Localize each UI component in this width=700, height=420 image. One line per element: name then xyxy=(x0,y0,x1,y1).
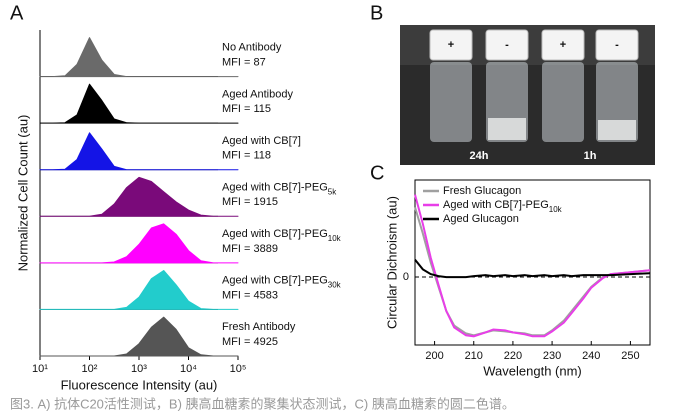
mfi-label: MFI = 87 xyxy=(222,57,266,69)
series-label: Aged with CB[7]-PEG30k xyxy=(222,274,342,289)
line xyxy=(414,258,651,279)
line xyxy=(414,194,651,338)
cap-label: - xyxy=(615,39,619,51)
mfi-label: MFI = 1915 xyxy=(222,196,278,208)
cap-label: - xyxy=(505,39,509,51)
series-label: Aged with CB[7]-PEG10k xyxy=(222,228,342,243)
mfi-label: MFI = 118 xyxy=(222,150,271,162)
series-label-text: Aged with CB[7]-PEG xyxy=(222,274,328,286)
mfi-label: MFI = 4925 xyxy=(222,336,278,348)
legend-label-text: Aged Glucagon xyxy=(443,213,519,225)
cap-label: + xyxy=(560,39,566,51)
y-tick-label: 0 xyxy=(403,271,409,283)
series-label: Fresh Antibody xyxy=(222,321,296,333)
series-label: Aged with CB[7]-PEG5k xyxy=(222,181,337,196)
histogram xyxy=(39,316,239,357)
legend-label: Aged Glucagon xyxy=(443,213,519,225)
caption: 图3. A) 抗体C20活性测试，B) 胰高血糖素的聚集状态测试，C) 胰高血糖… xyxy=(10,396,515,411)
series-label-text: No Antibody xyxy=(222,42,282,54)
x-axis-label: Fluorescence Intensity (au) xyxy=(61,377,218,392)
x-tick-label: 10³ xyxy=(131,363,147,375)
panel-letter: A xyxy=(10,2,24,24)
series-label-sub: 5k xyxy=(328,187,337,196)
x-tick-label: 220 xyxy=(504,350,522,362)
mfi-label: MFI = 3889 xyxy=(222,243,278,255)
x-tick-label: 250 xyxy=(621,350,639,362)
x-tick-label: 10² xyxy=(82,363,98,375)
legend-label: Aged with CB[7]-PEG10k xyxy=(443,199,563,214)
x-tick-label: 10⁵ xyxy=(230,363,247,375)
y-axis-label: Circular Dichroism (au) xyxy=(384,196,399,329)
x-tick-label: 230 xyxy=(543,350,561,362)
legend-label-sub: 10k xyxy=(549,205,563,214)
series-label-text: Aged with CB[7]-PEG xyxy=(222,181,328,193)
x-tick-label: 240 xyxy=(582,350,600,362)
series-label: Aged with CB[7] xyxy=(222,135,301,147)
histogram xyxy=(39,37,239,78)
x-tick-label: 200 xyxy=(425,350,443,362)
cap-label: + xyxy=(448,39,454,51)
mfi-label: MFI = 4583 xyxy=(222,289,278,301)
series-label-text: Aged Antibody xyxy=(222,88,293,100)
legend-label-text: Aged with CB[7]-PEG xyxy=(443,199,549,211)
x-tick-label: 10⁴ xyxy=(180,363,197,375)
series-label-sub: 30k xyxy=(328,280,342,289)
x-tick-label: 210 xyxy=(465,350,483,362)
series-label-text: Fresh Antibody xyxy=(222,321,296,333)
series-label-text: Aged with CB[7]-PEG xyxy=(222,228,328,240)
histogram xyxy=(39,270,239,310)
time-label: 1h xyxy=(584,150,597,162)
x-tick-label: 10¹ xyxy=(32,363,48,375)
histogram xyxy=(39,83,239,124)
legend-label: Fresh Glucagon xyxy=(443,185,521,197)
histogram xyxy=(39,176,239,217)
plot-frame xyxy=(414,179,651,346)
legend-label-text: Fresh Glucagon xyxy=(443,185,521,197)
x-axis-label: Wavelength (nm) xyxy=(483,363,582,378)
series-label-text: Aged with CB[7] xyxy=(222,135,301,147)
y-axis-label: Normalized Cell Count (au) xyxy=(15,115,30,272)
mfi-label: MFI = 115 xyxy=(222,103,271,115)
histogram xyxy=(39,132,239,171)
series-label: Aged Antibody xyxy=(222,88,293,100)
panel-letter: C xyxy=(370,162,384,184)
series-label-sub: 10k xyxy=(328,234,342,243)
time-label: 24h xyxy=(470,150,489,162)
panel-letter: B xyxy=(370,2,383,24)
photo xyxy=(400,25,655,165)
line xyxy=(414,206,651,337)
series-label: No Antibody xyxy=(222,42,282,54)
histogram xyxy=(39,223,239,264)
